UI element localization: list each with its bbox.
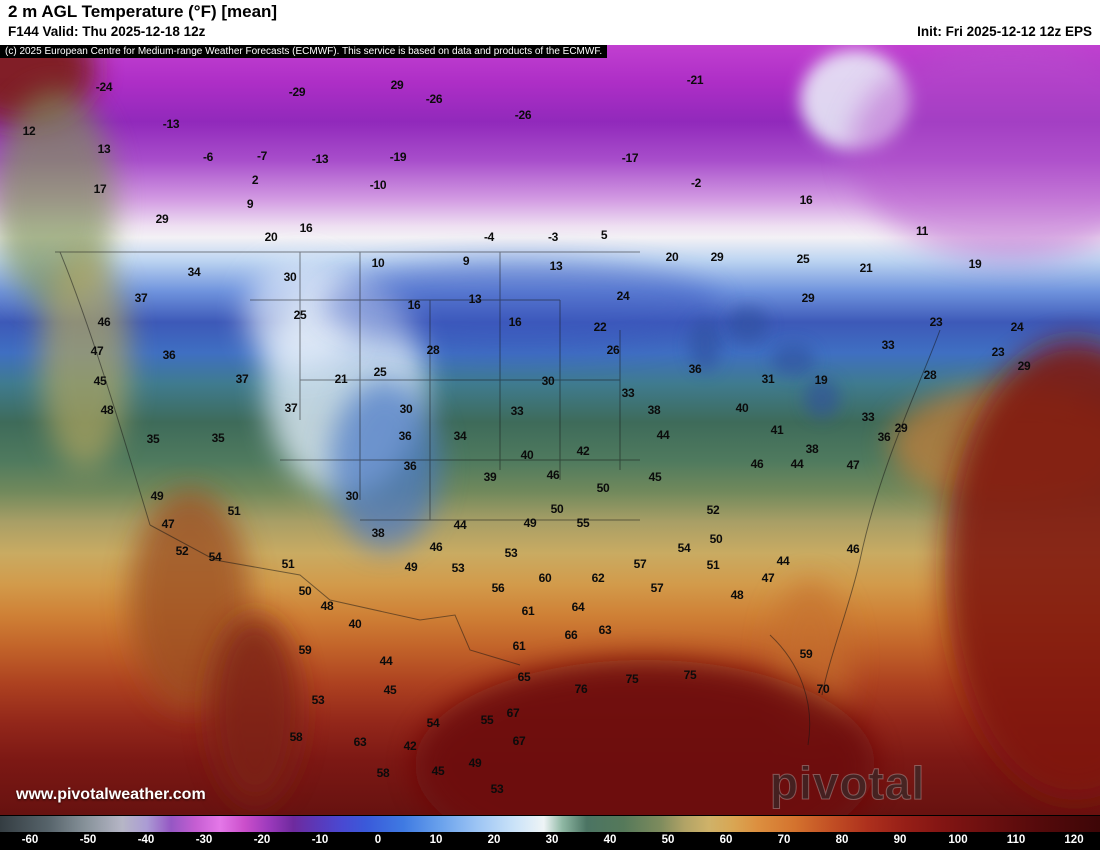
- colorbar-tick-label: -60: [21, 834, 39, 846]
- colorbar-tick-label: -20: [253, 834, 271, 846]
- colorbar-tick-label: 110: [1006, 834, 1026, 846]
- colorbar-tick-label: 100: [948, 834, 968, 846]
- colorbar-tick-label: 0: [374, 834, 382, 846]
- colorbar-tick-label: -50: [79, 834, 97, 846]
- colorbar-tick-label: 60: [719, 834, 733, 846]
- copyright-bar: (c) 2025 European Centre for Medium-rang…: [0, 45, 608, 58]
- temperature-colorbar: -60 -50 -40 -30 -20 -10 0 10 20 30 40 50 60 70 80 90 100…: [0, 815, 1100, 850]
- init-time-label: Init: Fri 2025-12-12 12z EPS: [917, 24, 1092, 39]
- colorbar-tick-label: 20: [487, 834, 501, 846]
- colorbar-tick-label: -40: [137, 834, 155, 846]
- colorbar-tick-label: 10: [429, 834, 443, 846]
- colorbar-tick-label: -30: [195, 834, 213, 846]
- temperature-field-graphic: [0, 45, 1100, 815]
- map-boundaries: [55, 251, 941, 746]
- colorbar-tick-label: 80: [835, 834, 849, 846]
- colorbar-gradient-strip: [0, 815, 1100, 832]
- colorbar-tick-label: 30: [545, 834, 559, 846]
- colorbar-tick-label: 50: [661, 834, 675, 846]
- colorbar-tick-label: 120: [1064, 834, 1084, 846]
- colorbar-tick-label: -10: [311, 834, 329, 846]
- temperature-map: [0, 45, 1100, 815]
- site-url-watermark: www.pivotalweather.com: [16, 786, 206, 803]
- header: 2 m AGL Temperature (°F) [mean] F144 Val…: [0, 0, 1100, 45]
- valid-time-label: F144 Valid: Thu 2025-12-18 12z: [8, 24, 206, 39]
- page-title: 2 m AGL Temperature (°F) [mean]: [8, 2, 278, 21]
- colorbar-tick-row: -60 -50 -40 -30 -20 -10 0 10 20 30 40 50 60 70 80 90 100…: [0, 832, 1100, 850]
- colorbar-tick-label: 70: [777, 834, 791, 846]
- colorbar-tick-label: 90: [893, 834, 907, 846]
- colorbar-tick-label: 40: [603, 834, 617, 846]
